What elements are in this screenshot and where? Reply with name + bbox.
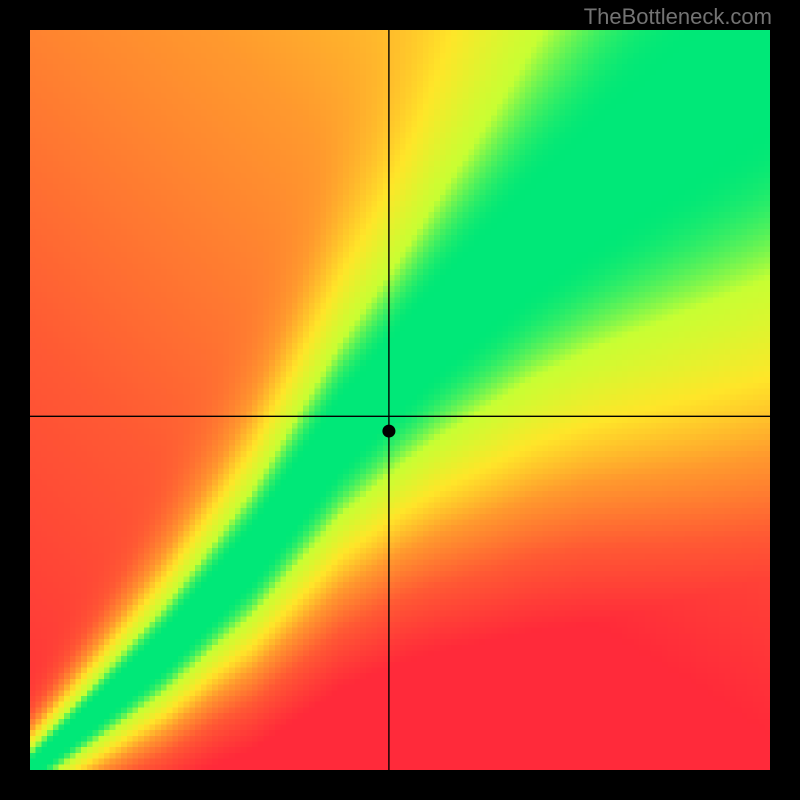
chart-stage: TheBottleneck.com <box>0 0 800 800</box>
heatmap-canvas <box>30 30 770 770</box>
watermark-text: TheBottleneck.com <box>584 4 772 30</box>
